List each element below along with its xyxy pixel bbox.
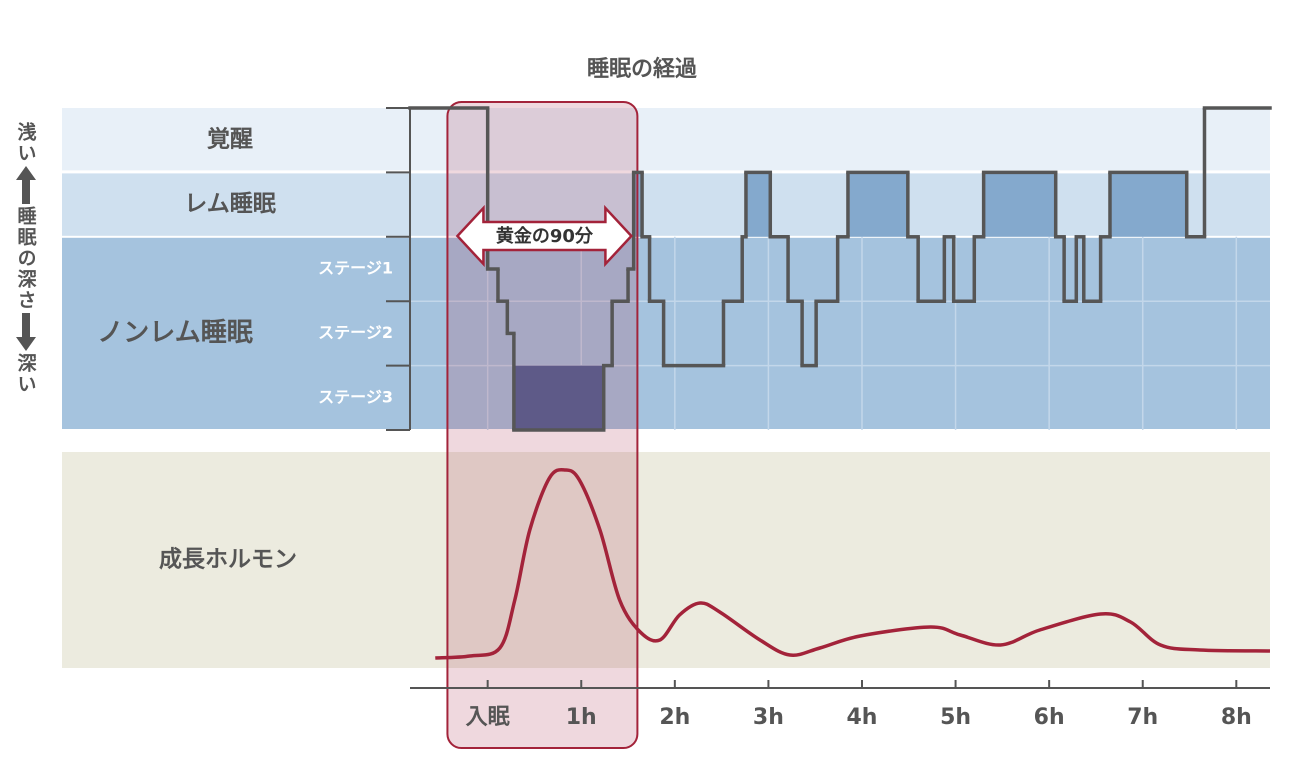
rem-fill [847,172,908,237]
stage-band [62,237,1270,429]
stage-band [62,173,1270,236]
x-tick-label: 6h [1034,705,1065,730]
chart-title: 睡眠の経過 [587,56,697,82]
substage-label: ステージ1 [318,259,393,278]
y-label-top: 浅い [14,122,37,164]
stage-band [62,108,1270,171]
deep-fill [513,365,604,430]
golden-90-box [446,101,639,749]
stage-label: レム睡眠 [184,191,277,217]
stage-label: 覚醒 [207,127,253,153]
x-tick-label: 8h [1221,705,1252,730]
up-arrow [16,166,36,204]
stage-label: ノンレム睡眠 [97,318,253,348]
substage-label: ステージ2 [318,323,393,342]
x-tick-label: 7h [1127,705,1158,730]
x-tick-label: 4h [846,705,877,730]
y-label-bottom: 深い [14,353,37,395]
x-tick-label: 入眠 [466,705,511,730]
x-tick-label: 2h [659,705,690,730]
rem-fill [983,172,1056,237]
hormone-line [435,467,1271,660]
down-arrow [16,313,36,351]
rem-fill [1109,172,1187,237]
x-tick-label: 1h [566,705,597,730]
golden-90-arrow [455,204,634,268]
golden-90-label: 黄金の90分 [496,225,594,247]
y-label-middle: 睡眠の深さ [14,206,37,311]
x-tick-label: 3h [753,705,784,730]
y-axis-label: 浅い 睡眠の深さ 深い [10,122,42,395]
substage-label: ステージ3 [318,387,393,406]
rem-fill [745,172,771,237]
hormone-label: 成長ホルモン [159,547,297,573]
x-tick-label: 5h [940,705,971,730]
